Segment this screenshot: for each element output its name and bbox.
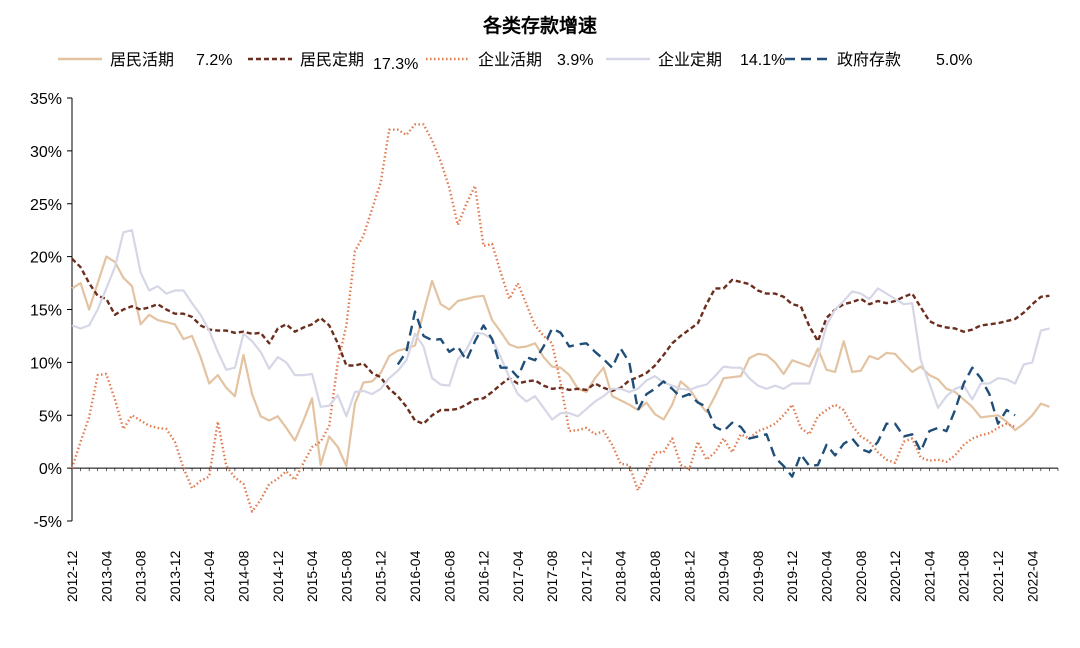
- series-layer: [70, 123, 1050, 513]
- x-tick-label: 2013-08: [133, 550, 149, 602]
- y-tick-label: 30%: [30, 144, 62, 161]
- y-tick-label: 15%: [30, 303, 62, 320]
- legend: 居民活期 7.2% 居民定期 17.3% 企业活期 3.9% 企业定期 14.1% 政府存款 5.…: [58, 51, 972, 73]
- x-tick-label: 2019-04: [716, 550, 732, 602]
- y-tick-label: 0%: [39, 461, 62, 478]
- x-tick-label: 2020-04: [819, 550, 835, 602]
- legend-value-1: 17.3%: [373, 56, 418, 73]
- y-tick-label: 25%: [30, 197, 62, 214]
- legend-label-1: 居民定期: [300, 51, 364, 69]
- legend-value-4: 5.0%: [936, 52, 972, 69]
- x-tick-label: 2016-08: [441, 550, 457, 602]
- legend-label-0: 居民活期: [110, 51, 174, 69]
- series-line-0: [71, 255, 1050, 468]
- x-tick-label: 2014-04: [201, 550, 217, 602]
- x-tick-label: 2016-04: [407, 550, 423, 602]
- y-tick-label: 35%: [30, 91, 62, 108]
- series-line-1: [71, 257, 1050, 425]
- chart-title: 各类存款增速: [482, 14, 597, 37]
- x-tick-label: 2017-08: [544, 550, 560, 602]
- x-tick-label: 2013-12: [167, 550, 183, 602]
- x-tick-label: 2018-04: [613, 550, 629, 602]
- x-tick-label: 2020-08: [853, 550, 869, 602]
- y-tick-label: 5%: [39, 408, 62, 425]
- x-tick-label: 2013-04: [98, 550, 114, 602]
- x-tick-label: 2017-12: [578, 550, 594, 602]
- series-line-4: [396, 310, 1016, 478]
- x-tick-label: 2012-12: [64, 550, 80, 602]
- y-axis: 35% 30% 25% 20% 15% 10% 5% 0% -5%: [30, 91, 73, 531]
- x-tick-label: 2020-12: [887, 550, 903, 602]
- y-tick-label: 10%: [30, 355, 62, 372]
- x-tick-label: 2019-12: [784, 550, 800, 602]
- legend-label-2: 企业活期: [478, 51, 542, 69]
- y-tick-label: -5%: [34, 514, 62, 531]
- x-tick-label: 2018-12: [681, 550, 697, 602]
- y-tick-label: 20%: [30, 250, 62, 267]
- x-tick-label: 2015-08: [338, 550, 354, 602]
- x-tick-label: 2021-08: [956, 550, 972, 602]
- legend-value-0: 7.2%: [196, 52, 232, 69]
- x-tick-label: 2021-04: [921, 550, 937, 602]
- x-tick-label: 2019-08: [750, 550, 766, 602]
- x-tick-label: 2016-12: [476, 550, 492, 602]
- x-tick-label: 2015-12: [373, 550, 389, 602]
- x-tick-label: 2021-12: [990, 550, 1006, 602]
- x-tick-label: 2015-04: [304, 550, 320, 602]
- legend-value-3: 14.1%: [740, 52, 785, 69]
- legend-label-4: 政府存款: [837, 51, 901, 69]
- x-tick-label: 2018-08: [647, 550, 663, 602]
- x-tick-label: 2014-08: [235, 550, 251, 602]
- x-tick-label: 2014-12: [270, 550, 286, 602]
- x-axis: 2012-12 2013-04 2013-08 2013-12 2014-04 2014-…: [64, 467, 1059, 602]
- series-line-2: [70, 123, 1016, 513]
- series-line-3: [71, 229, 1050, 421]
- legend-value-2: 3.9%: [557, 52, 593, 69]
- x-tick-label: 2017-04: [510, 550, 526, 602]
- legend-label-3: 企业定期: [658, 51, 722, 69]
- x-tick-label: 2022-04: [1024, 550, 1040, 602]
